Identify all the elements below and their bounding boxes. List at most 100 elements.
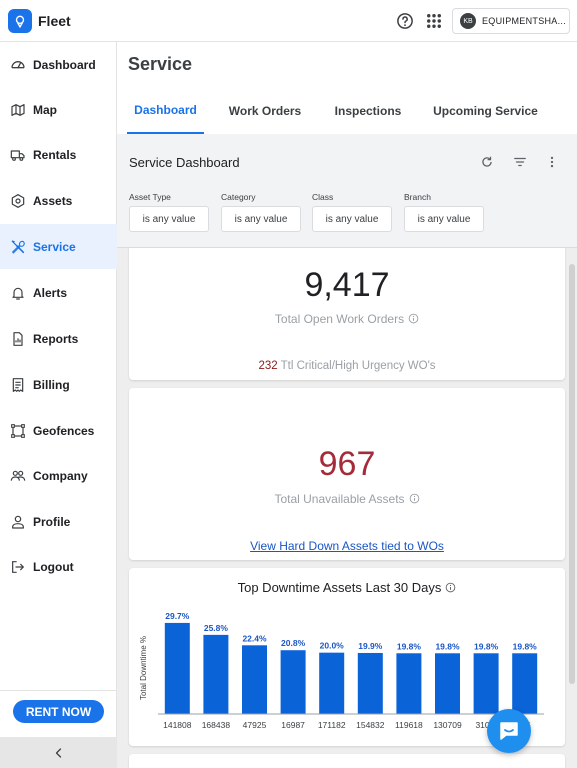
sidebar-item-profile[interactable]: Profile xyxy=(0,499,117,544)
sidebar-item-label: Reports xyxy=(33,331,79,346)
critical-work-orders: 232 Ttl Critical/High Urgency WO's xyxy=(129,360,565,372)
data-label: 20.0% xyxy=(320,641,345,651)
sidebar-item-label: Dashboard xyxy=(33,57,96,72)
scrollbar[interactable] xyxy=(569,264,575,684)
filter-asset-type-select[interactable]: is any value xyxy=(129,206,209,232)
sidebar-item-reports[interactable]: Reports xyxy=(0,316,117,361)
downtime-bar-chart: Total Downtime % 29.7% 141808 25.8% 168438 22… xyxy=(139,611,544,730)
avatar: KB xyxy=(460,13,476,29)
people-icon xyxy=(10,470,26,481)
info-icon[interactable] xyxy=(445,582,456,593)
sidebar-item-geofences[interactable]: Geofences xyxy=(0,408,117,453)
x-tick-label: 47925 xyxy=(243,720,267,730)
sidebar-item-dashboard[interactable]: Dashboard xyxy=(0,42,117,87)
data-label: 29.7% xyxy=(165,611,190,621)
bar-5 xyxy=(357,652,383,714)
sidebar-item-assets[interactable]: Assets xyxy=(0,178,117,223)
data-label: 19.9% xyxy=(358,641,383,651)
filter-label: Class xyxy=(312,192,334,202)
geofence-icon xyxy=(11,423,25,438)
sidebar-collapse-button[interactable] xyxy=(0,737,117,768)
unavailable-assets-card: 967 Total Unavailable Assets View Hard D… xyxy=(129,388,565,560)
map-icon xyxy=(11,103,25,116)
rent-now-button[interactable]: RENT NOW xyxy=(13,700,104,723)
tab-dashboard[interactable]: Dashboard xyxy=(127,88,204,134)
open-work-orders-card: 9,417 Total Open Work Orders 232 Ttl Cri… xyxy=(129,234,565,380)
filter-branch-select[interactable]: is any value xyxy=(404,206,484,232)
filter-category-select[interactable]: is any value xyxy=(221,206,301,232)
location-pin-icon[interactable] xyxy=(8,9,32,33)
sidebar: Dashboard Map Rentals Assets Service Ale… xyxy=(0,42,117,768)
x-tick-label: 168438 xyxy=(202,720,231,730)
chevron-left-icon xyxy=(55,747,61,758)
chat-button[interactable] xyxy=(487,709,531,753)
tab-work-orders[interactable]: Work Orders xyxy=(228,104,302,118)
tools-icon xyxy=(11,239,25,254)
refresh-icon[interactable] xyxy=(480,155,494,169)
more-vert-icon[interactable] xyxy=(545,155,559,169)
unavailable-assets-value: 967 xyxy=(318,445,376,483)
sidebar-divider xyxy=(0,690,117,691)
bell-icon xyxy=(12,287,24,300)
data-label: 22.4% xyxy=(242,633,267,643)
sidebar-item-map[interactable]: Map xyxy=(0,87,117,132)
data-label: 25.8% xyxy=(204,623,229,633)
hard-down-assets-link[interactable]: View Hard Down Assets tied to WOs xyxy=(250,539,444,553)
data-label: 19.8% xyxy=(474,641,499,651)
sidebar-item-billing[interactable]: Billing xyxy=(0,362,117,407)
info-icon[interactable] xyxy=(409,493,420,504)
report-icon xyxy=(13,331,23,346)
critical-label: Ttl Critical/High Urgency WO's xyxy=(280,360,436,372)
sidebar-item-label: Logout xyxy=(33,559,74,574)
sidebar-item-label: Assets xyxy=(33,193,73,208)
bar-9 xyxy=(512,653,538,714)
account-name: EQUIPMENTSHA... xyxy=(482,16,567,26)
filter-icon[interactable] xyxy=(513,155,527,169)
truck-icon xyxy=(10,149,25,161)
logout-icon xyxy=(12,560,24,573)
filter-asset-type: Asset Type is any value xyxy=(129,192,209,232)
filter-label: Branch xyxy=(404,192,431,202)
sidebar-item-company[interactable]: Company xyxy=(0,453,117,498)
account-menu[interactable]: KB EQUIPMENTSHA... xyxy=(452,8,570,34)
filter-class-select[interactable]: is any value xyxy=(312,206,392,232)
tab-upcoming-service[interactable]: Upcoming Service xyxy=(433,104,538,118)
sidebar-item-label: Geofences xyxy=(33,423,95,438)
x-tick-label: 130709 xyxy=(433,720,462,730)
open-work-orders-label: Total Open Work Orders xyxy=(129,312,565,326)
sidebar-item-label: Billing xyxy=(33,377,70,392)
x-tick-label: 119618 xyxy=(395,720,423,730)
filter-class: Class is any value xyxy=(312,192,392,232)
filter-branch: Branch is any value xyxy=(404,192,484,232)
sidebar-item-label: Profile xyxy=(33,514,71,529)
info-icon[interactable] xyxy=(408,313,419,324)
apps-grid-icon[interactable] xyxy=(425,12,443,30)
help-circle-icon[interactable] xyxy=(396,12,414,30)
sidebar-item-service[interactable]: Service xyxy=(0,224,117,269)
sidebar-item-logout[interactable]: Logout xyxy=(0,544,117,589)
sidebar-item-label: Company xyxy=(33,468,88,483)
bar-1 xyxy=(203,634,229,714)
hexagon-icon xyxy=(11,193,25,208)
bar-3 xyxy=(280,650,306,714)
x-tick-label: 16987 xyxy=(281,720,305,730)
sidebar-item-label: Map xyxy=(33,102,57,117)
next-card xyxy=(129,754,565,768)
dashboard-content: Service Dashboard Asset Type is any valu… xyxy=(117,134,577,768)
bar-7 xyxy=(435,653,460,714)
data-label: 20.8% xyxy=(281,638,306,648)
bar-2 xyxy=(242,645,267,714)
bar-8 xyxy=(473,653,499,714)
filter-label: Asset Type xyxy=(129,192,171,202)
sidebar-item-alerts[interactable]: Alerts xyxy=(0,270,117,315)
data-label: 19.8% xyxy=(435,641,460,651)
tab-inspections[interactable]: Inspections xyxy=(334,104,402,118)
bar-4 xyxy=(319,652,345,714)
sidebar-item-rentals[interactable]: Rentals xyxy=(0,132,117,177)
dashboard-header: Service Dashboard Asset Type is any valu… xyxy=(117,134,577,248)
unavailable-assets-label: Total Unavailable Assets xyxy=(129,492,565,506)
tab-bar: Dashboard Work Orders Inspections Upcomi… xyxy=(117,88,577,134)
app-title: Fleet xyxy=(38,13,71,29)
downtime-chart-card: Top Downtime Assets Last 30 Days Total D… xyxy=(129,568,565,746)
chat-icon xyxy=(500,722,518,740)
